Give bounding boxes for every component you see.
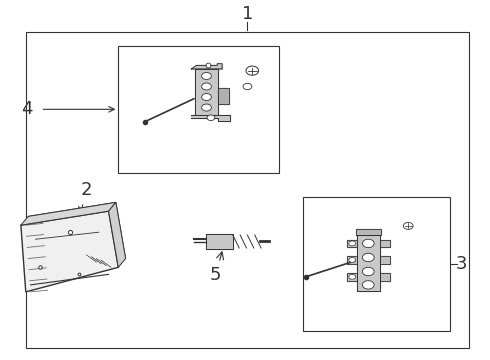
Polygon shape (356, 229, 381, 235)
Text: 3: 3 (456, 255, 467, 273)
Circle shape (202, 104, 211, 111)
Circle shape (349, 241, 356, 246)
Circle shape (207, 115, 215, 121)
Text: 4: 4 (22, 100, 33, 118)
Circle shape (246, 66, 259, 75)
Polygon shape (195, 69, 218, 114)
Polygon shape (21, 202, 116, 225)
Polygon shape (192, 64, 222, 69)
Circle shape (363, 281, 374, 289)
Polygon shape (109, 202, 125, 267)
Polygon shape (206, 234, 233, 249)
Bar (303, 197, 450, 330)
Polygon shape (357, 235, 380, 291)
Text: 1: 1 (242, 5, 253, 23)
Polygon shape (380, 239, 390, 247)
Circle shape (363, 253, 374, 262)
Polygon shape (347, 256, 357, 264)
Polygon shape (347, 273, 357, 281)
Circle shape (202, 94, 211, 100)
Polygon shape (28, 202, 125, 283)
Circle shape (243, 83, 252, 90)
Circle shape (202, 83, 211, 90)
Text: 5: 5 (210, 252, 223, 284)
Polygon shape (347, 239, 357, 247)
Polygon shape (21, 211, 118, 292)
Circle shape (349, 257, 356, 262)
Circle shape (363, 239, 374, 248)
Circle shape (363, 267, 374, 276)
Circle shape (403, 222, 413, 229)
Polygon shape (218, 88, 229, 104)
Text: 2: 2 (79, 181, 93, 214)
Polygon shape (380, 273, 390, 281)
Circle shape (349, 274, 356, 279)
Bar (118, 46, 279, 172)
Polygon shape (380, 256, 390, 264)
Polygon shape (192, 114, 230, 121)
Circle shape (202, 72, 211, 80)
